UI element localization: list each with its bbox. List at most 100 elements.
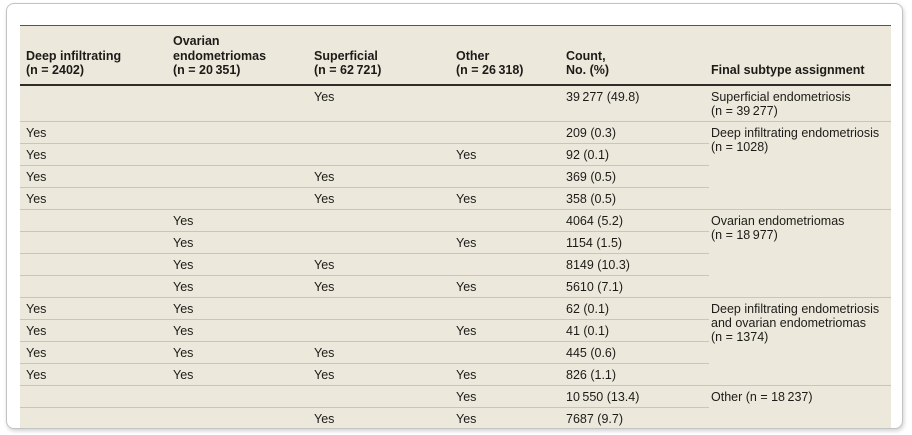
table-row: Yes Yes Yes 445 (0.6) [20, 341, 891, 364]
table-row: Yes 4064 (5.2) Ovarian endometriomas (n = … [20, 209, 891, 298]
cell-count: 7687 (9.7) [564, 407, 709, 428]
cell-deep [20, 253, 171, 276]
cell-ovarian [171, 385, 312, 408]
cell-superficial [312, 319, 454, 342]
cell-count: 92 (0.1) [564, 143, 709, 166]
cell-other [454, 165, 564, 188]
cell-final-subtype-assignment: Superficial endometriosis (n = 39 277) [709, 84, 891, 122]
table-row: Yes Yes Yes 358 (0.5) [20, 187, 891, 210]
cell-superficial [312, 231, 454, 254]
cell-superficial: Yes [312, 275, 454, 298]
table-row: Yes Yes 62 (0.1) Deep infiltrating endometr… [20, 297, 891, 386]
cell-superficial [312, 209, 454, 232]
cell-other: Yes [454, 231, 564, 254]
cell-deep: Yes [20, 187, 171, 210]
cell-deep: Yes [20, 363, 171, 386]
table-row: Yes Yes Yes Yes 826 (1.1) [20, 363, 891, 386]
cell-count: 358 (0.5) [564, 187, 709, 210]
cell-ovarian [171, 165, 312, 188]
cell-other [454, 84, 564, 122]
cell-deep: Yes [20, 341, 171, 364]
col-header-other: Other (n = 26 318) [454, 25, 564, 86]
cell-ovarian: Yes [171, 319, 312, 342]
table-row: Yes 10 550 (13.4) Other (n = 18 237) [20, 385, 891, 428]
table-row: Yes Yes 369 (0.5) [20, 165, 891, 188]
table-row: Yes Yes Yes 5610 (7.1) [20, 275, 891, 298]
table-row: Yes 209 (0.3) Deep infiltrating endometrio… [20, 121, 891, 210]
endometriosis-subtype-table: Deep infiltrating (n = 2402) Ovarian end… [20, 25, 891, 428]
cell-ovarian: Yes [171, 275, 312, 298]
cell-ovarian: Yes [171, 209, 312, 232]
cell-final-subtype-assignment: Ovarian endometriomas (n = 18 977) [709, 209, 891, 298]
cell-deep [20, 84, 171, 122]
col-header-count: Count, No. (%) [564, 25, 709, 86]
cell-ovarian [171, 407, 312, 428]
cell-superficial: Yes [312, 84, 454, 122]
cell-count: 369 (0.5) [564, 165, 709, 188]
cell-other: Yes [454, 385, 564, 408]
cell-count: 5610 (7.1) [564, 275, 709, 298]
cell-ovarian [171, 121, 312, 144]
cell-ovarian [171, 84, 312, 122]
cell-superficial: Yes [312, 253, 454, 276]
cell-superficial: Yes [312, 363, 454, 386]
cell-superficial [312, 385, 454, 408]
cell-ovarian: Yes [171, 297, 312, 320]
table-row: Yes Yes 92 (0.1) [20, 143, 891, 166]
cell-ovarian: Yes [171, 253, 312, 276]
cell-deep: Yes [20, 121, 171, 144]
cell-deep [20, 407, 171, 428]
cell-other: Yes [454, 187, 564, 210]
cell-count: 1154 (1.5) [564, 231, 709, 254]
cell-other: Yes [454, 319, 564, 342]
cell-final-subtype-assignment: Deep infiltrating endometriosis and ovar… [709, 297, 891, 386]
cell-superficial: Yes [312, 407, 454, 428]
col-header-superficial: Superficial (n = 62 721) [312, 25, 454, 86]
cell-superficial: Yes [312, 341, 454, 364]
table-row: Yes Yes Yes 41 (0.1) [20, 319, 891, 342]
cell-ovarian [171, 187, 312, 210]
cell-other [454, 253, 564, 276]
cell-final-subtype-assignment: Deep infiltrating endometriosis (n = 102… [709, 121, 891, 210]
cell-deep [20, 275, 171, 298]
cell-other [454, 297, 564, 320]
cell-count: 826 (1.1) [564, 363, 709, 386]
table-row: Yes Yes 1154 (1.5) [20, 231, 891, 254]
cell-superficial [312, 121, 454, 144]
table-row: Yes Yes 7687 (9.7) [20, 407, 891, 428]
cell-ovarian: Yes [171, 231, 312, 254]
col-header-final-subtype-assignment: Final subtype assignment [709, 25, 891, 86]
cell-deep: Yes [20, 297, 171, 320]
cell-superficial: Yes [312, 187, 454, 210]
table-row: Yes 39 277 (49.8) Superficial endometriosi… [20, 84, 891, 122]
cell-deep [20, 209, 171, 232]
cell-other: Yes [454, 363, 564, 386]
cell-ovarian [171, 143, 312, 166]
cell-ovarian: Yes [171, 363, 312, 386]
cell-superficial: Yes [312, 165, 454, 188]
cell-superficial [312, 297, 454, 320]
cell-count: 39 277 (49.8) [564, 84, 709, 122]
col-header-deep-infiltrating: Deep infiltrating (n = 2402) [20, 25, 171, 86]
cell-other: Yes [454, 143, 564, 166]
table-row: Yes Yes 8149 (10.3) [20, 253, 891, 276]
cell-count: 41 (0.1) [564, 319, 709, 342]
cell-count: 10 550 (13.4) [564, 385, 709, 408]
cell-count: 8149 (10.3) [564, 253, 709, 276]
cell-count: 62 (0.1) [564, 297, 709, 320]
cell-count: 209 (0.3) [564, 121, 709, 144]
table-body: Yes 39 277 (49.8) Superficial endometriosi… [20, 84, 891, 428]
cell-superficial [312, 143, 454, 166]
cell-deep: Yes [20, 319, 171, 342]
header-row: Deep infiltrating (n = 2402) Ovarian end… [20, 25, 891, 86]
cell-ovarian: Yes [171, 341, 312, 364]
cell-other [454, 121, 564, 144]
cell-deep: Yes [20, 143, 171, 166]
cell-other: Yes [454, 275, 564, 298]
cell-final-subtype-assignment: Other (n = 18 237) [709, 385, 891, 428]
cell-deep: Yes [20, 165, 171, 188]
cell-count: 4064 (5.2) [564, 209, 709, 232]
cell-deep [20, 231, 171, 254]
cell-other [454, 209, 564, 232]
cell-other [454, 341, 564, 364]
